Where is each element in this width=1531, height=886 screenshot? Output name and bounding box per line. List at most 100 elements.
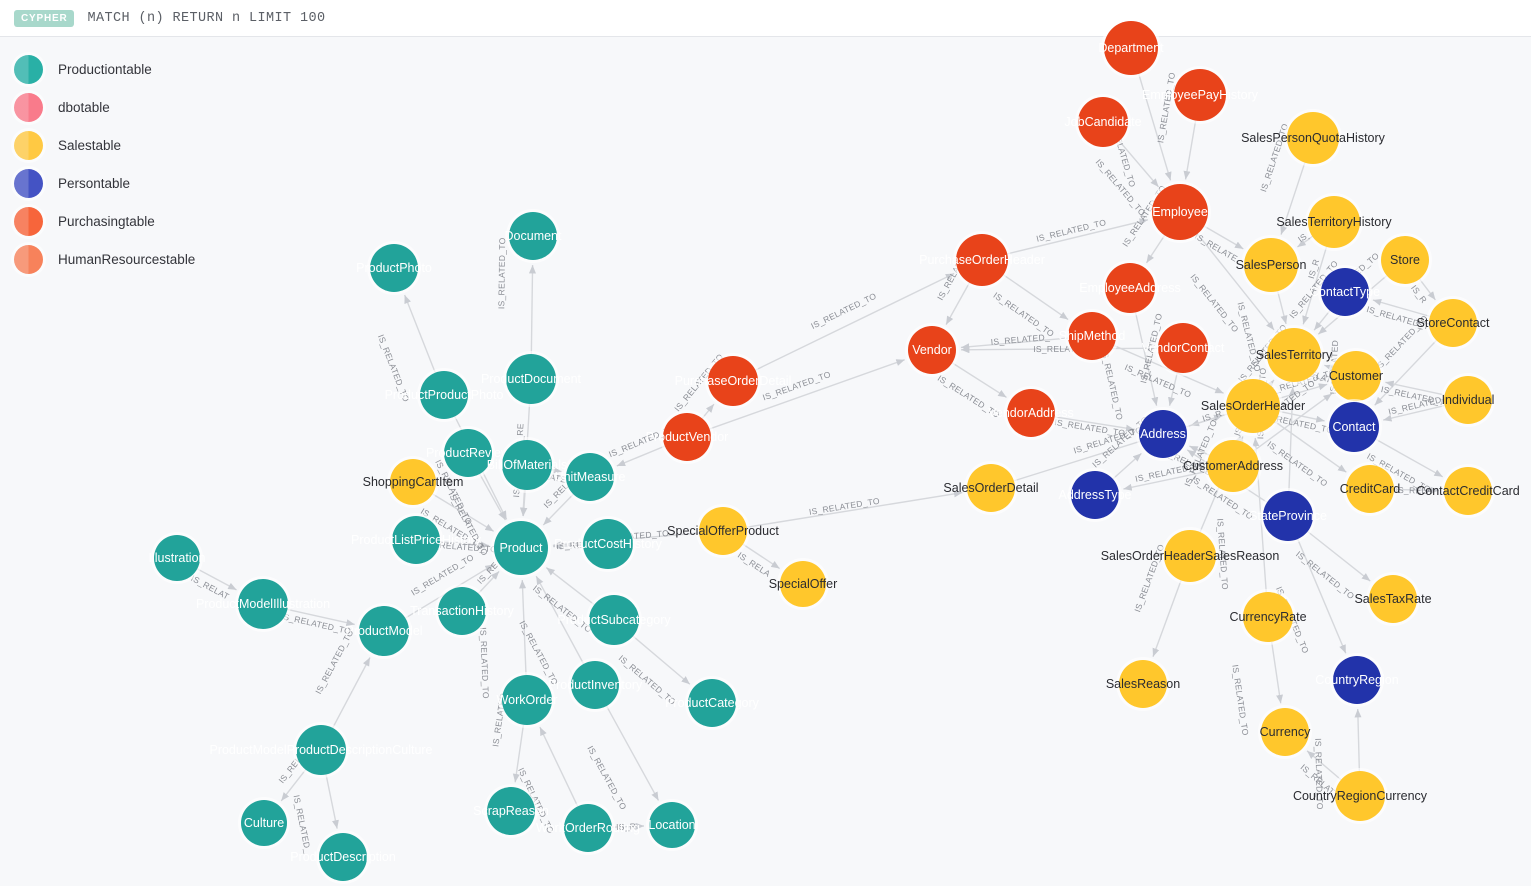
graph-node-contact[interactable]: Contact (1329, 402, 1379, 452)
graph-node-workorder[interactable]: WorkOrder (497, 675, 557, 725)
legend-item-dbotable[interactable]: dbotable (14, 88, 195, 126)
graph-node-shipmethod[interactable]: ShipMethod (1059, 312, 1125, 360)
graph-node-label: Employee (1152, 204, 1208, 219)
graph-node-productdocument[interactable]: ProductDocument (481, 354, 581, 404)
graph-edge (1324, 364, 1334, 372)
graph-node-culture[interactable]: Culture (241, 800, 287, 846)
legend-swatch-icon (14, 54, 43, 84)
legend-item-label: HumanResourcestable (58, 251, 196, 267)
graph-node-productreview[interactable]: ProductReview (426, 429, 510, 477)
legend-item-persontable[interactable]: Persontable (14, 164, 195, 202)
graph-node-employee[interactable]: Employee (1152, 184, 1208, 240)
graph-node-contacttype[interactable]: ContactType (1310, 268, 1380, 316)
legend-item-productiontable[interactable]: Productiontable (14, 50, 195, 88)
legend-item-salestable[interactable]: Salestable (14, 126, 195, 164)
graph-node-location[interactable]: Location (648, 802, 696, 848)
graph-edge (1393, 486, 1440, 494)
graph-node-specialoffer[interactable]: SpecialOffer (769, 561, 837, 607)
graph-node-countryregion[interactable]: CountryRegion (1315, 656, 1399, 704)
graph-node-salesreason[interactable]: SalesReason (1106, 660, 1180, 708)
graph-edge (960, 346, 1159, 354)
graph-node-transactionhistory[interactable]: TransactionHistory (410, 587, 514, 635)
graph-node-address[interactable]: Address (1139, 410, 1187, 458)
graph-node-employeepayhistory[interactable]: EmployeePayHistory (1142, 69, 1258, 121)
graph-node-productmodelproductdescriptionculture[interactable]: ProductModelProductDescriptionCulture (209, 725, 433, 775)
graph-edge (551, 466, 562, 474)
graph-node-countryregioncurrency[interactable]: CountryRegionCurrency (1293, 771, 1427, 821)
graph-node-label: Illustration (148, 550, 206, 565)
graph-node-salesorderheadersalesreason[interactable]: SalesOrderHeaderSalesReason (1101, 530, 1279, 582)
graph-node-productphoto[interactable]: ProductPhoto (356, 244, 432, 292)
graph-node-jobcandidate[interactable]: JobCandidate (1064, 97, 1142, 147)
cypher-badge: CYPHER (14, 9, 75, 27)
graph-edge (1183, 120, 1197, 180)
graph-node-specialofferproduct[interactable]: SpecialOfferProduct (667, 507, 779, 555)
graph-node-currencyrate[interactable]: CurrencyRate (1229, 592, 1307, 642)
graph-node-salespersonquotahistory[interactable]: SalesPersonQuotaHistory (1241, 112, 1385, 164)
graph-node-vendoraddress[interactable]: VendorAddress (988, 389, 1074, 437)
graph-edge (951, 362, 1007, 399)
graph-node-department[interactable]: Department (1098, 21, 1164, 75)
graph-node-salesorderdetail[interactable]: SalesOrderDetail (943, 464, 1039, 512)
graph-edge (1152, 580, 1182, 658)
graph-node-productlistpricehistory[interactable]: ProductListPriceHistory (351, 516, 481, 564)
graph-node-salesterritoryhistory[interactable]: SalesTerritoryHistory (1276, 196, 1392, 248)
graph-node-label: Product (499, 540, 543, 555)
graph-node-contactcreditcard[interactable]: ContactCreditCard (1416, 467, 1520, 515)
graph-edge (611, 822, 645, 830)
graph-node-productvendor[interactable]: ProductVendor (646, 413, 728, 461)
graph-node-employeeaddress[interactable]: EmployeeAddress (1079, 263, 1181, 313)
graph-edge (1280, 162, 1306, 235)
graph-node-workorderrouting[interactable]: WorkOrderRouting (536, 804, 640, 852)
legend-item-label: Purchasingtable (58, 213, 155, 229)
graph-edge (539, 726, 579, 807)
graph-node-purchaseorderdetail[interactable]: PurchaseOrderDetail (675, 356, 791, 406)
graph-node-productproductphoto[interactable]: ProductProductPhoto (385, 371, 503, 419)
graph-canvas[interactable]: IS_RELATED_TO IS_RELATED_TO IS_RELATED_TO I… (0, 21, 1531, 886)
graph-node-purchaseorderheader[interactable]: PurchaseOrderHeader (919, 234, 1045, 286)
graph-node-vendorcontact[interactable]: VendorContact (1142, 323, 1224, 373)
graph-node-productmodel[interactable]: ProductModel (345, 606, 423, 656)
legend-item-humanresourcestable[interactable]: HumanResourcestable (14, 240, 195, 278)
graph-edge (519, 579, 527, 676)
graph-edge (1297, 236, 1313, 248)
graph-edge (439, 541, 490, 549)
graph-node-stateprovince[interactable]: StateProvince (1249, 491, 1327, 541)
graph-edge (325, 774, 339, 829)
graph-node-storecontact[interactable]: StoreContact (1417, 299, 1489, 347)
graph-node-addresstype[interactable]: AddressType (1059, 471, 1131, 519)
graph-node-individual[interactable]: Individual (1442, 376, 1494, 424)
graph-node-unitmeasure[interactable]: UnitMeasure (555, 453, 625, 501)
graph-node-billofmaterials[interactable]: BillOfMaterials (487, 440, 567, 490)
graph-node-currency[interactable]: Currency (1260, 708, 1310, 756)
graph-node-productcosthistory[interactable]: ProductCostHistory (554, 519, 662, 569)
graph-node-document[interactable]: Document (505, 212, 561, 260)
graph-node-label: CreditCard (1339, 481, 1401, 496)
graph-node-creditcard[interactable]: CreditCard (1340, 465, 1400, 513)
graph-node-salestaxrate[interactable]: SalesTaxRate (1354, 575, 1432, 623)
graph-node-shoppingcartitem[interactable]: ShoppingCartItem (363, 459, 463, 505)
graph-node-customeraddress[interactable]: CustomerAddress (1183, 440, 1283, 492)
graph-edge (1274, 421, 1347, 473)
graph-node-scrapreason[interactable]: ScrapReason (473, 787, 549, 835)
legend-swatch-icon (14, 130, 43, 160)
graph-node-salesterritory[interactable]: SalesTerritory (1256, 328, 1332, 382)
graph-node-productcategory[interactable]: ProductCategory (665, 679, 759, 727)
graph-node-productsubcategory[interactable]: ProductSubcategory (557, 595, 671, 645)
query-text[interactable]: MATCH (n) RETURN n LIMIT 100 (87, 10, 326, 26)
graph-node-productmodelillustration[interactable]: ProductModelIllustration (196, 579, 330, 629)
graph-node-salesorderheader[interactable]: SalesOrderHeader (1201, 379, 1305, 433)
graph-node-vendor[interactable]: Vendor (908, 326, 956, 374)
graph-node-illustration[interactable]: Illustration (149, 535, 205, 581)
graph-node-label: Store (1390, 252, 1420, 267)
legend-item-purchasingtable[interactable]: Purchasingtable (14, 202, 195, 240)
graph-node-customer[interactable]: Customer (1329, 351, 1383, 401)
graph-node-productinventory[interactable]: ProductInventory (548, 661, 642, 709)
graph-node-salesperson[interactable]: SalesPerson (1236, 238, 1306, 292)
graph-edge (1007, 218, 1149, 255)
graph-node-store[interactable]: Store (1381, 236, 1429, 284)
graph-node-productdescription[interactable]: ProductDescription (290, 833, 396, 881)
graph-edge (1270, 641, 1283, 704)
graph-edge (1118, 140, 1160, 188)
graph-node-product[interactable]: Product (494, 521, 548, 575)
